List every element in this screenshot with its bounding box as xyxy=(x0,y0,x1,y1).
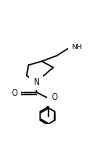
Text: O: O xyxy=(11,88,17,97)
Text: O: O xyxy=(51,93,57,102)
Text: NH: NH xyxy=(71,44,82,50)
Text: N: N xyxy=(33,78,39,87)
